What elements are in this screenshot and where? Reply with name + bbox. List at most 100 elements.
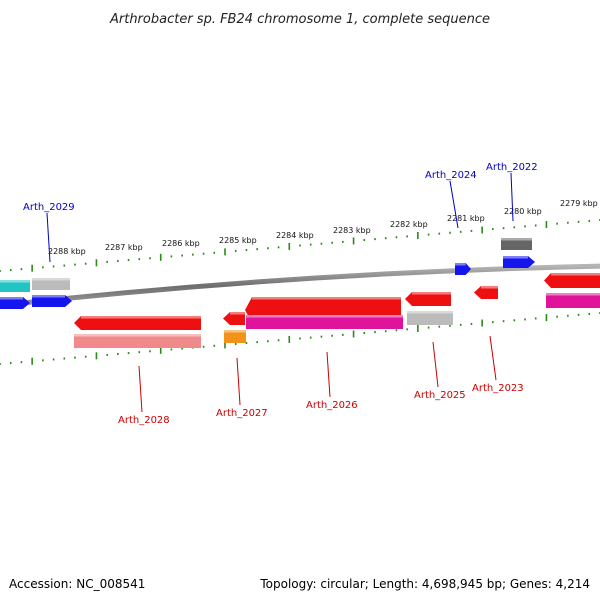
minor-tick xyxy=(213,252,215,254)
minor-tick xyxy=(492,228,494,230)
minor-tick xyxy=(588,220,590,222)
minor-tick xyxy=(203,346,205,348)
minor-tick xyxy=(106,261,108,263)
gene-arth-2027-arrow[interactable] xyxy=(223,312,245,325)
minor-tick xyxy=(471,230,473,232)
gene-arth-2028-gene[interactable] xyxy=(74,334,201,348)
minor-tick xyxy=(246,249,248,251)
minor-tick xyxy=(524,318,526,320)
major-tick xyxy=(96,352,98,359)
gene-highlight xyxy=(546,293,600,296)
minor-tick xyxy=(74,264,76,266)
minor-tick xyxy=(428,327,430,329)
gene-highlight xyxy=(230,312,245,315)
minor-tick xyxy=(588,313,590,315)
gene-arth-2025-gene[interactable] xyxy=(407,311,453,325)
minor-tick xyxy=(535,317,537,319)
gene-arth-2025-arrow[interactable] xyxy=(405,292,451,306)
minor-tick xyxy=(256,248,258,250)
minor-tick xyxy=(74,357,76,359)
scale-label: 2287 kbp xyxy=(105,243,143,252)
minor-tick xyxy=(53,358,55,360)
minor-tick xyxy=(181,255,183,257)
minor-tick xyxy=(10,362,12,364)
minor-tick xyxy=(63,358,65,360)
gene-label-arth-2026[interactable]: Arth_2026 xyxy=(306,400,358,411)
minor-tick xyxy=(449,325,451,327)
minor-tick xyxy=(406,328,408,330)
major-tick xyxy=(96,259,98,266)
topology-summary: Topology: circular; Length: 4,698,945 bp… xyxy=(260,577,590,591)
leader-line xyxy=(490,336,496,380)
gene-highlight xyxy=(246,315,403,318)
gene-edge-right-arrow[interactable] xyxy=(544,273,600,288)
major-tick xyxy=(481,320,483,327)
minor-tick xyxy=(106,354,108,356)
minor-tick xyxy=(342,241,344,243)
gene-highlight xyxy=(503,256,528,259)
gene-arth-2023-arrow[interactable] xyxy=(474,286,498,299)
major-tick xyxy=(546,221,548,228)
minor-tick xyxy=(21,361,23,363)
gene-arth-2029-gene[interactable] xyxy=(32,278,70,290)
scale-label: 2279 kbp xyxy=(560,199,598,208)
minor-tick xyxy=(556,223,558,225)
gene-highlight xyxy=(0,280,30,283)
minor-tick xyxy=(556,316,558,318)
gene-arth-2024-arrow[interactable] xyxy=(455,263,471,275)
minor-tick xyxy=(128,259,130,261)
minor-tick xyxy=(396,329,398,331)
gene-highlight xyxy=(501,238,532,241)
gene-label-arth-2027[interactable]: Arth_2027 xyxy=(216,408,268,419)
gene-arth-2029-forward-b[interactable] xyxy=(32,295,72,307)
minor-tick xyxy=(406,235,408,237)
gene-arth-2029-forward-a[interactable] xyxy=(0,297,30,309)
major-tick xyxy=(31,265,33,272)
minor-tick xyxy=(42,266,44,268)
minor-tick xyxy=(578,221,580,223)
scale-label: 2280 kbp xyxy=(504,207,542,216)
minor-tick xyxy=(471,323,473,325)
gene-label-arth-2025[interactable]: Arth_2025 xyxy=(414,390,466,401)
gene-arth-2029-cds[interactable] xyxy=(0,280,30,292)
minor-tick xyxy=(117,353,119,355)
scale-label: 2284 kbp xyxy=(276,231,314,240)
gene-label-arth-2023[interactable]: Arth_2023 xyxy=(472,383,524,394)
gene-label-arth-2029[interactable]: Arth_2029 xyxy=(23,202,75,213)
gene-label-arth-2024[interactable]: Arth_2024 xyxy=(425,170,477,181)
leader-line xyxy=(139,366,142,412)
minor-tick xyxy=(299,245,301,247)
gene-label-arth-2028[interactable]: Arth_2028 xyxy=(118,415,170,426)
minor-tick xyxy=(567,222,569,224)
minor-tick xyxy=(321,243,323,245)
gene-arth-2027-gene[interactable] xyxy=(224,330,246,343)
minor-tick xyxy=(85,356,87,358)
minor-tick xyxy=(42,359,44,361)
scale-label: 2282 kbp xyxy=(390,220,428,229)
minor-tick xyxy=(149,257,151,259)
gene-highlight xyxy=(551,273,600,276)
accession-text: Accession: NC_008541 xyxy=(9,577,145,591)
minor-tick xyxy=(385,330,387,332)
leader-line xyxy=(237,358,240,405)
gene-arth-2026-gene[interactable] xyxy=(246,315,403,329)
major-tick xyxy=(288,336,290,343)
gene-edge-right-gene[interactable] xyxy=(546,293,600,308)
minor-tick xyxy=(438,233,440,235)
leader-line xyxy=(327,352,330,397)
gene-label-arth-2022[interactable]: Arth_2022 xyxy=(486,162,538,173)
minor-tick xyxy=(374,238,376,240)
leader-line xyxy=(433,342,438,387)
minor-tick xyxy=(21,268,23,270)
minor-tick xyxy=(396,236,398,238)
gene-arth-2028-arrow[interactable] xyxy=(74,316,201,330)
gene-highlight xyxy=(407,311,453,314)
minor-tick xyxy=(53,265,55,267)
minor-tick xyxy=(310,337,312,339)
minor-tick xyxy=(363,332,365,334)
minor-tick xyxy=(460,324,462,326)
major-tick xyxy=(353,330,355,337)
minor-tick xyxy=(438,326,440,328)
gene-arth-2022-gene[interactable] xyxy=(501,238,532,250)
minor-tick xyxy=(428,234,430,236)
